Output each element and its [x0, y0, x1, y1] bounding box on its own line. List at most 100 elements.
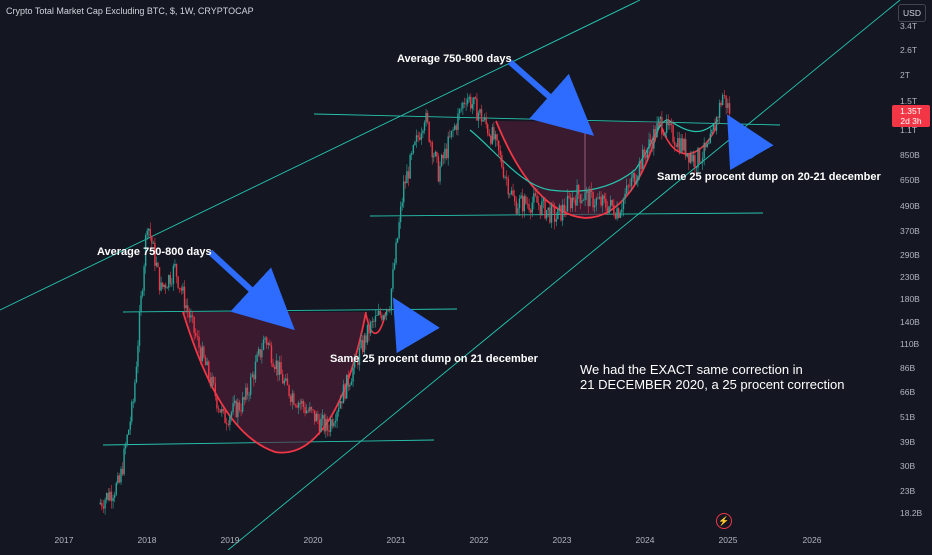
candle-body [513, 195, 516, 201]
y-tick-label: 2.6T [900, 45, 917, 55]
candle-body [505, 176, 508, 179]
candle-body [299, 402, 301, 404]
candle-body [180, 288, 183, 291]
candle-body [373, 321, 375, 322]
candle-body [169, 275, 172, 284]
candle-body [536, 195, 538, 203]
candle-body [140, 295, 142, 312]
candle-body [667, 119, 669, 126]
candle-body [129, 421, 131, 430]
candle-body [531, 202, 533, 213]
candle-body [681, 138, 684, 151]
candle-body [355, 356, 357, 358]
candle-body [437, 156, 440, 182]
candle-body [320, 418, 322, 432]
candle-body [293, 393, 295, 405]
candle-body [315, 413, 317, 422]
candle-body [571, 197, 573, 209]
candle-body [616, 208, 618, 219]
candle-body [211, 376, 213, 386]
candle-body [415, 135, 418, 142]
candle-body [164, 284, 167, 288]
candle-body [288, 385, 290, 397]
candle-body [212, 376, 215, 384]
candle-body [349, 384, 351, 387]
candle-body [152, 242, 155, 244]
candle-body [659, 116, 661, 120]
y-tick-label: 650B [900, 175, 920, 185]
candle-body [436, 151, 438, 157]
candle-body [203, 346, 205, 358]
candle-body [657, 119, 660, 123]
candle-body [118, 475, 121, 483]
candle-body [195, 332, 197, 336]
candle-body [245, 387, 247, 400]
candle-body [605, 198, 607, 208]
candle-body [270, 345, 273, 364]
candle-body [171, 283, 173, 285]
candle-body [645, 155, 647, 158]
candles-group [99, 90, 731, 515]
candle-body [249, 376, 252, 395]
resistance-line-left [122, 308, 458, 313]
candle-body [720, 102, 722, 105]
annotation-avg-right: Average 750-800 days [397, 53, 512, 65]
y-tick-label: 850B [900, 150, 920, 160]
candle-body [537, 202, 540, 206]
candle-body [369, 322, 372, 334]
candle-body [523, 196, 525, 212]
candle-body [545, 210, 548, 219]
candle-body [183, 286, 186, 309]
candle-body [160, 282, 162, 291]
currency-button[interactable]: USD [898, 4, 926, 22]
candle-body [672, 125, 674, 142]
candle-body [281, 374, 284, 384]
candle-body [490, 135, 492, 144]
candle-body [497, 140, 500, 151]
candle-body [259, 349, 261, 358]
candle-body [120, 468, 122, 483]
candle-body [670, 123, 673, 126]
candle-body [627, 185, 629, 187]
candle-body [534, 193, 537, 196]
candle-body [109, 491, 111, 501]
candle-body [518, 198, 521, 209]
y-tick-label: 230B [900, 272, 920, 282]
candle-body [463, 102, 466, 104]
candle-body [374, 315, 377, 322]
candle-body [143, 266, 145, 291]
candle-body [358, 347, 361, 365]
cup-curve-right [495, 120, 661, 219]
candle-body [547, 207, 549, 211]
candle-body [326, 419, 329, 431]
candle-body [499, 150, 501, 156]
candle-body [619, 212, 621, 218]
candle-body [128, 429, 130, 435]
candle-body [154, 242, 156, 266]
candle-body [648, 139, 650, 149]
candle-body [712, 125, 715, 131]
candle-body [630, 177, 633, 186]
candle-body [560, 205, 562, 221]
candle-body [617, 208, 620, 218]
candle-body [569, 197, 572, 209]
y-tick-label: 86B [900, 363, 915, 373]
candle-body [219, 409, 221, 413]
candle-body [123, 448, 125, 475]
candle-body [341, 401, 343, 404]
y-tick-label: 1.5T [900, 96, 917, 106]
candle-body [225, 423, 228, 424]
candle-body [701, 158, 704, 163]
last-price-value: 1.35T [900, 106, 922, 116]
candle-body [608, 206, 610, 214]
lightning-icon[interactable]: ⚡ [716, 513, 732, 529]
candle-body [568, 196, 570, 198]
candle-body [565, 211, 567, 213]
candle-body [352, 367, 354, 382]
candle-body [113, 494, 116, 498]
candle-body [557, 208, 559, 220]
candle-body [697, 148, 699, 168]
candle-body [717, 117, 719, 119]
candle-body [155, 262, 158, 266]
